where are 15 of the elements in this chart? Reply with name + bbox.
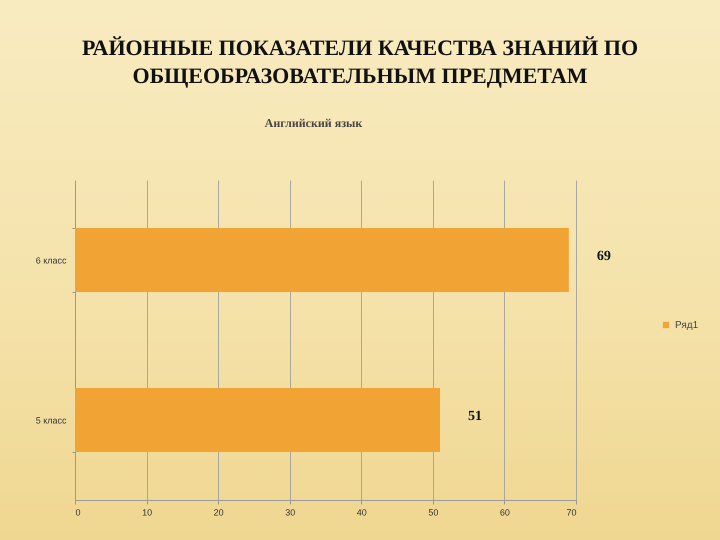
data-label: 51 [468, 409, 482, 424]
x-tick-label: 20 [214, 508, 224, 518]
y-tick-label: 6 класс [36, 256, 67, 266]
legend-label: Ряд1 [675, 320, 699, 331]
x-tick-label: 10 [142, 508, 152, 518]
x-tick-label: 70 [566, 508, 576, 518]
x-tick-label: 50 [428, 508, 438, 518]
data-label: 69 [596, 249, 611, 264]
x-tick-label: 0 [76, 508, 81, 518]
x-tick-label: 30 [285, 508, 296, 518]
y-tick-label: 5 класс [36, 416, 67, 426]
x-tick-label: 60 [500, 508, 510, 518]
chart-title: РАЙОННЫЕ ПОКАЗАТЕЛИ КАЧЕСТВА ЗНАНИЙ ПО ОБЩЕОБРАЗОВАТЕЛЬНЫМ ПРЕДМЕТАМ [80, 34, 640, 90]
chart-subtitle: Английский язык [264, 116, 362, 130]
x-tick-label: 40 [356, 508, 367, 518]
